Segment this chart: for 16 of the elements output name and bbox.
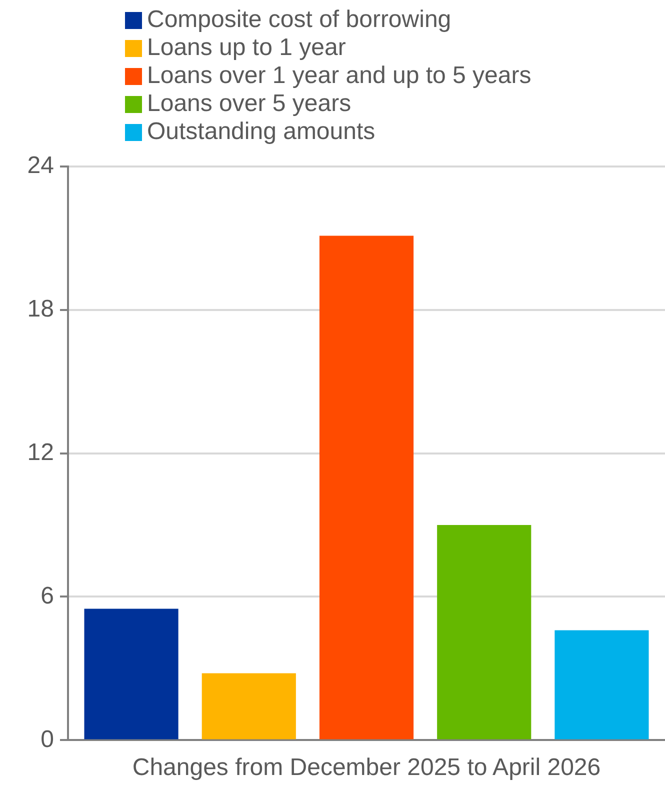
y-tick-label: 18	[27, 295, 54, 322]
legend-label: Outstanding amounts	[147, 118, 376, 146]
y-tick-label: 0	[40, 726, 54, 753]
legend-label: Loans up to 1 year	[147, 34, 346, 62]
bar	[84, 608, 178, 740]
legend-label: Loans over 1 year and up to 5 years	[147, 62, 532, 90]
y-tick-label: 24	[27, 152, 54, 180]
legend-label: Composite cost of borrowing	[147, 6, 452, 34]
bar	[202, 673, 296, 740]
legend-label: Loans over 5 years	[147, 90, 352, 118]
bar	[437, 525, 532, 740]
bar	[554, 630, 649, 740]
bar	[319, 236, 414, 740]
y-tick-label: 6	[40, 582, 54, 610]
x-tick-label: Changes from December 2025 to April 2026	[132, 754, 601, 782]
y-tick-label: 12	[27, 438, 54, 466]
